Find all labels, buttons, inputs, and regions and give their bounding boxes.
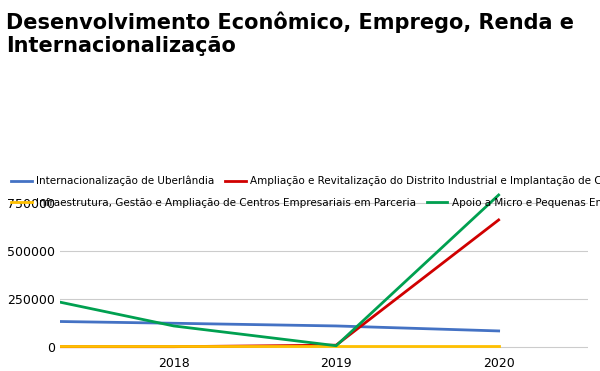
Apoio a Micro e Pequenas Empresas (332, 344, 340, 348)
Text: Desenvolvimento Econômico, Emprego, Renda e
Internacionalização: Desenvolvimento Econômico, Emprego, Rend… (6, 11, 574, 56)
Internacionalização de Uberlândia (8, 319, 15, 323)
Infraestrutura, Gestão e Ampliação de Centros Empresariais em Parceria (8, 344, 15, 348)
Ampliação e Revitalização do Distrito Industrial e Implantação de Centros (170, 344, 178, 349)
Ampliação e Revitalização do Distrito Industrial e Implantação de Centros (8, 344, 15, 349)
Apoio a Micro e Pequenas Empresas (170, 324, 178, 328)
Infraestrutura, Gestão e Ampliação de Centros Empresariais em Parceria (170, 344, 178, 348)
Legend: Internacionalização de Uberlândia, Ampliação e Revitalização do Distrito Industr: Internacionalização de Uberlândia, Ampli… (11, 176, 600, 186)
Ampliação e Revitalização do Distrito Industrial e Implantação de Centros (332, 343, 340, 347)
Infraestrutura, Gestão e Ampliação de Centros Empresariais em Parceria (332, 344, 340, 348)
Line: Apoio a Micro e Pequenas Empresas: Apoio a Micro e Pequenas Empresas (11, 195, 499, 346)
Apoio a Micro e Pequenas Empresas (8, 290, 15, 294)
Legend: Infraestrutura, Gestão e Ampliação de Centros Empresariais em Parceria, Apoio a : Infraestrutura, Gestão e Ampliação de Ce… (11, 198, 600, 208)
Internacionalização de Uberlândia (332, 324, 340, 328)
Internacionalização de Uberlândia (495, 329, 502, 333)
Line: Ampliação e Revitalização do Distrito Industrial e Implantação de Centros: Ampliação e Revitalização do Distrito In… (11, 220, 499, 347)
Internacionalização de Uberlândia (170, 321, 178, 325)
Line: Internacionalização de Uberlândia: Internacionalização de Uberlândia (11, 321, 499, 331)
Ampliação e Revitalização do Distrito Industrial e Implantação de Centros (495, 218, 502, 222)
Infraestrutura, Gestão e Ampliação de Centros Empresariais em Parceria (495, 344, 502, 348)
Apoio a Micro e Pequenas Empresas (495, 193, 502, 197)
